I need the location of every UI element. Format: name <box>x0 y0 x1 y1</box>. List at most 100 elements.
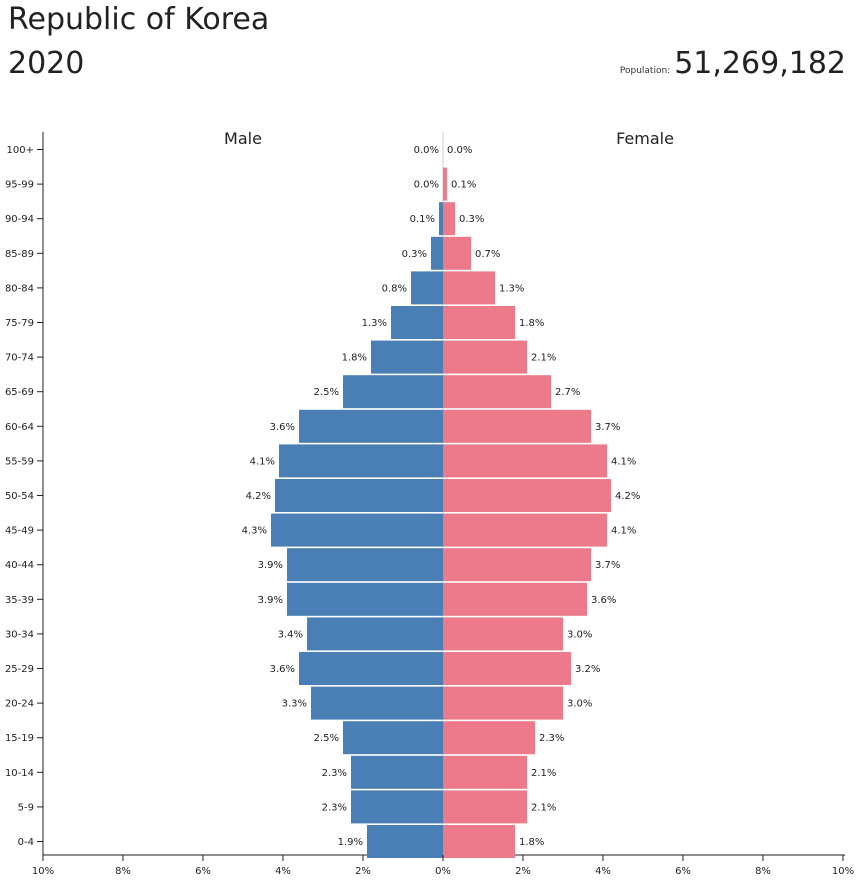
male-value-label: 2.3% <box>322 802 347 813</box>
female-bar <box>443 548 591 582</box>
female-value-label: 4.1% <box>611 526 636 537</box>
x-tick-label: 2% <box>355 866 371 877</box>
y-tick-label: 5-9 <box>18 802 34 813</box>
male-value-label: 1.3% <box>362 318 387 329</box>
male-value-label: 1.9% <box>338 837 363 848</box>
male-bar <box>411 271 443 305</box>
female-bar <box>443 409 591 443</box>
female-value-label: 1.8% <box>519 318 544 329</box>
female-bar <box>443 686 563 720</box>
y-tick-label: 75-79 <box>5 318 34 329</box>
female-value-label: 1.8% <box>519 837 544 848</box>
female-bar <box>443 375 551 409</box>
female-value-label: 2.7% <box>555 387 580 398</box>
population-value: 51,269,182 <box>674 46 846 81</box>
female-value-label: 0.7% <box>475 249 500 260</box>
male-value-label: 3.9% <box>258 560 283 571</box>
female-value-label: 3.7% <box>595 422 620 433</box>
x-tick-label: 6% <box>195 866 211 877</box>
female-bar <box>443 755 527 789</box>
male-bar <box>275 479 443 512</box>
female-bar <box>443 582 587 616</box>
female-value-label: 2.1% <box>531 353 556 364</box>
male-value-label: 3.6% <box>270 664 295 675</box>
female-value-label: 1.3% <box>499 283 524 294</box>
male-bar <box>439 202 443 236</box>
female-value-label: 2.3% <box>539 733 564 744</box>
x-tick-label: 10% <box>32 866 54 877</box>
x-tick-label: 6% <box>675 866 691 877</box>
male-value-label: 2.3% <box>322 768 347 779</box>
y-tick-label: 80-84 <box>5 283 34 294</box>
y-tick-label: 40-44 <box>5 560 34 571</box>
male-value-label: 3.9% <box>258 595 283 606</box>
male-bar <box>343 375 443 409</box>
female-bar <box>443 271 495 305</box>
female-value-label: 2.1% <box>531 802 556 813</box>
female-bar <box>443 479 611 512</box>
female-bar <box>443 513 607 547</box>
y-tick-label: 95-99 <box>5 180 34 191</box>
y-tick-label: 70-74 <box>5 353 34 364</box>
y-tick-label: 10-14 <box>5 768 34 779</box>
male-bar <box>371 340 443 374</box>
male-value-label: 2.5% <box>314 733 339 744</box>
female-value-label: 0.1% <box>451 180 476 191</box>
male-bar <box>391 306 443 339</box>
chart-title: Republic of Korea <box>8 2 270 37</box>
female-bar <box>443 652 571 685</box>
male-bar <box>299 652 443 685</box>
x-tick-label: 8% <box>755 866 771 877</box>
female-value-label: 3.0% <box>567 699 592 710</box>
female-value-label: 0.0% <box>447 145 472 156</box>
female-bar <box>443 340 527 374</box>
male-value-label: 4.3% <box>242 526 267 537</box>
y-tick-label: 30-34 <box>5 629 34 640</box>
female-value-label: 3.2% <box>575 664 600 675</box>
x-tick-label: 8% <box>115 866 131 877</box>
female-bar <box>443 202 455 236</box>
y-tick-label: 60-64 <box>5 422 34 433</box>
population-readout: Population: 51,269,182 <box>620 46 846 81</box>
female-value-label: 3.6% <box>591 595 616 606</box>
female-value-label: 3.7% <box>595 560 620 571</box>
female-bar <box>443 444 607 478</box>
y-tick-label: 90-94 <box>5 214 34 225</box>
male-bar <box>351 790 443 824</box>
female-series-label: Female <box>616 129 674 148</box>
y-tick-label: 45-49 <box>5 526 34 537</box>
male-bar <box>351 755 443 789</box>
population-label: Population: <box>619 66 671 76</box>
x-tick-label: 4% <box>275 866 291 877</box>
female-value-label: 4.1% <box>611 456 636 467</box>
y-tick-label: 50-54 <box>5 491 34 502</box>
y-tick-label: 15-19 <box>5 733 34 744</box>
male-bar <box>431 236 443 270</box>
y-tick-label: 55-59 <box>5 456 34 467</box>
male-value-label: 3.6% <box>270 422 295 433</box>
male-bar <box>299 409 443 443</box>
x-tick-label: 10% <box>832 866 854 877</box>
female-value-label: 4.2% <box>615 491 640 502</box>
y-tick-label: 25-29 <box>5 664 34 675</box>
male-value-label: 1.8% <box>342 353 367 364</box>
x-tick-label: 4% <box>595 866 611 877</box>
y-tick-label: 35-39 <box>5 595 34 606</box>
male-value-label: 0.0% <box>414 180 439 191</box>
male-bar <box>311 686 443 720</box>
male-value-label: 4.1% <box>250 456 275 467</box>
x-tick-label: 2% <box>515 866 531 877</box>
female-bar <box>443 236 471 270</box>
male-bar <box>367 825 443 858</box>
female-bar <box>443 617 563 651</box>
female-bar <box>443 306 515 339</box>
male-value-label: 0.1% <box>410 214 435 225</box>
male-value-label: 0.0% <box>414 145 439 156</box>
chart-year: 2020 <box>8 46 85 81</box>
female-bar <box>443 721 535 755</box>
y-tick-label: 0-4 <box>18 837 34 848</box>
female-bar <box>443 790 527 824</box>
y-tick-label: 20-24 <box>5 699 34 710</box>
male-value-label: 4.2% <box>246 491 271 502</box>
